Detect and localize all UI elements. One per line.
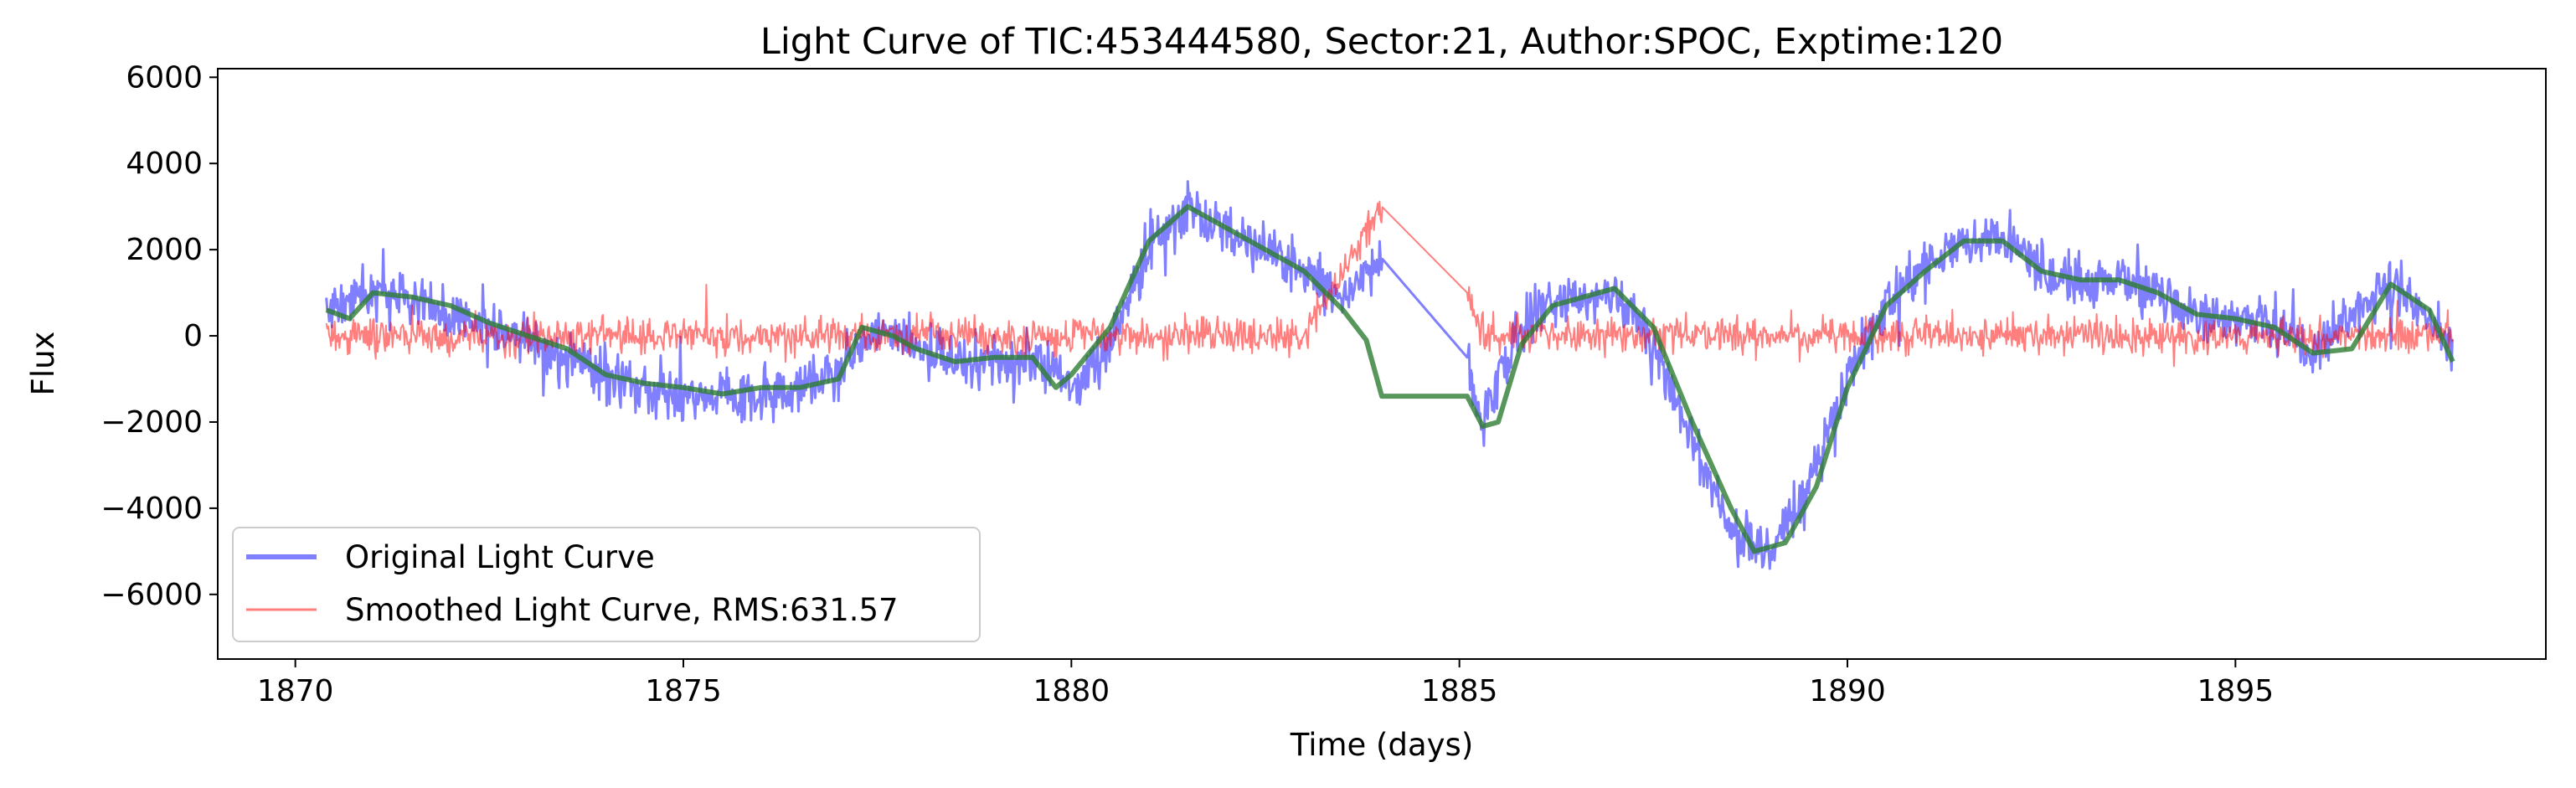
x-tick-label: 1890 [1809,674,1886,708]
plot-frame [217,68,2547,660]
legend-label-smoothed: Smoothed Light Curve, RMS:631.57 [345,592,899,628]
legend-box [232,527,981,642]
x-axis-label: Time (days) [1290,727,1474,763]
x-tick-label: 1875 [645,674,722,708]
x-tick-label: 1880 [1033,674,1110,708]
x-tick-label: 1870 [257,674,334,708]
trend-line [325,203,2455,554]
original-light-curve-line [325,180,2454,570]
smoothed-light-curve-line [325,200,2454,368]
y-tick-label: 4000 [126,147,203,181]
y-axis-label: Flux [25,332,61,396]
legend: Original Light Curve Smoothed Light Curv… [232,527,981,642]
x-tick-label: 1885 [1421,674,1498,708]
y-tick-label: 0 [183,319,203,353]
y-tick-label: −2000 [100,405,203,440]
legend-label-original: Original Light Curve [345,539,655,575]
y-tick-label: −6000 [100,578,203,612]
x-tick-label: 1895 [2197,674,2275,708]
y-tick-label: 2000 [126,233,203,267]
y-tick-label: 6000 [126,60,203,95]
y-tick-label: −4000 [100,492,203,526]
chart-title: Light Curve of TIC:453444580, Sector:21,… [760,21,2003,63]
